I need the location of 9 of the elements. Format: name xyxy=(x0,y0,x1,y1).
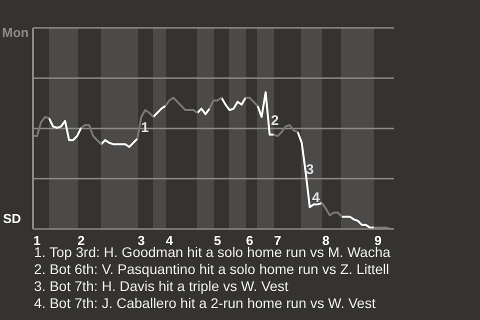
text: SD xyxy=(3,211,22,227)
annotation: 4 xyxy=(312,189,320,205)
annotation: 1 xyxy=(141,119,149,135)
text: 4. Bot 7th: J. Caballero hit a 2-run home run vs W. Vest xyxy=(34,295,377,312)
text: 3. Bot 7th: H. Davis hit a triple vs W. Vest xyxy=(34,278,290,295)
annotation: 2 xyxy=(271,112,279,128)
text: 2. Bot 6th: V. Pasquantino hit a solo home run vs Z. Littell xyxy=(34,261,390,278)
annotation: 3 xyxy=(306,161,314,177)
text: Mon xyxy=(2,25,29,41)
